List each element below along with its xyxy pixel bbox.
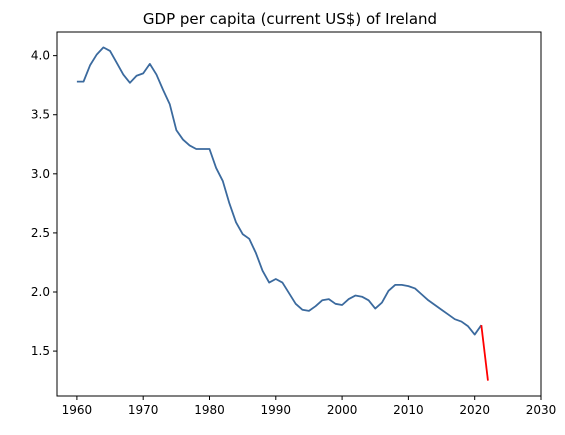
plot-frame	[56, 31, 542, 397]
x-tick-label: 1980	[194, 403, 225, 417]
x-tick-label: 1970	[128, 403, 159, 417]
x-tick-label: 2010	[393, 403, 424, 417]
x-tick-label: 2030	[526, 403, 557, 417]
series-lines	[76, 46, 489, 381]
y-tick-label: 3.0	[31, 167, 50, 181]
y-tick-label: 2.5	[31, 226, 50, 240]
projection-series-line	[480, 324, 489, 381]
y-tick-label: 2.0	[31, 285, 50, 299]
x-tick-label: 2020	[459, 403, 490, 417]
x-tick-label: 1960	[62, 403, 93, 417]
y-tick-label: 1.5	[31, 344, 50, 358]
chart-title: GDP per capita (current US$) of Ireland	[143, 10, 437, 28]
y-tick-label: 3.5	[31, 108, 50, 122]
gdp-series-line	[76, 46, 483, 336]
x-axis: 1960 1970 1980 1990 2000 2010 2020 2030	[62, 396, 557, 417]
x-tick-label: 2000	[327, 403, 358, 417]
x-tick-label: 1990	[261, 403, 292, 417]
y-axis: 1.5 2.0 2.5 3.0 3.5 4.0	[31, 49, 57, 358]
y-tick-label: 4.0	[31, 49, 50, 63]
